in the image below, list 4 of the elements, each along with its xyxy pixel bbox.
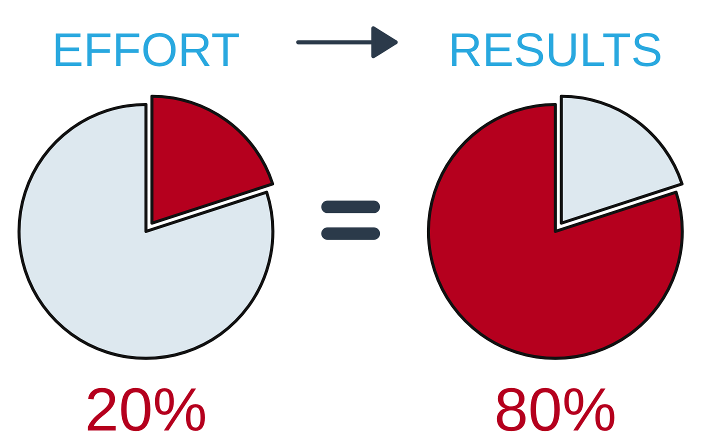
text: 20% (88, 388, 205, 432)
chart-title: RESULTS (452, 33, 660, 66)
chart-title: EFFORT (56, 33, 239, 66)
text: 80% (496, 388, 614, 432)
